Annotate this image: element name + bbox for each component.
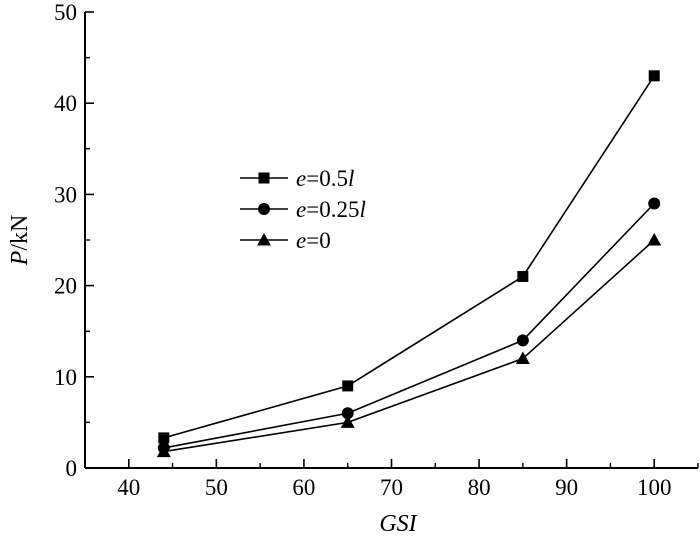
x-tick-label-70: 70 [380,475,403,500]
x-tick-label-90: 90 [555,475,578,500]
y-axis-label: P/kN [7,215,33,267]
legend-label-triangle: e=0 [296,228,331,253]
y-tick-label-0: 0 [66,456,78,481]
y-tick-label-10: 10 [54,365,77,390]
data-point-square-100 [648,70,660,82]
x-tick-label-100: 100 [637,475,672,500]
data-point-square-85 [517,270,529,282]
data-point-triangle-85 [515,351,530,365]
series-line-circle [163,202,655,449]
data-point-circle-65 [341,407,354,420]
y-tick-label-40: 40 [54,91,77,116]
legend-item-circle: e=0.25l [240,197,366,222]
legend-item-square: e=0.5l [240,166,354,191]
x-axis-label: GSI [379,511,417,537]
data-point-square-44 [158,432,170,444]
y-axis-label-unit: /kN [7,215,33,251]
legend-marker-square [258,172,270,184]
data-point-triangle-44 [156,444,171,458]
series-line-triangle [163,239,655,453]
series-square [158,70,660,444]
series-group [156,70,662,458]
y-axis-label-var: P [7,250,33,266]
data-point-circle-100 [648,197,661,210]
ticks: 0 10 20 30 40 50 40 50 60 70 80 90 100 [54,0,699,500]
legend-label-circle: e=0.25l [296,197,366,222]
x-tick-label-60: 60 [292,475,315,500]
legend: e=0.5l e=0.25l e=0 [240,166,366,253]
x-tick-label-50: 50 [205,475,228,500]
legend-label-square: e=0.5l [296,166,354,191]
legend-marker-circle [258,203,270,215]
data-point-square-65 [342,380,354,392]
x-tick-label-40: 40 [117,475,140,500]
data-point-triangle-100 [647,233,662,246]
legend-item-triangle: e=0 [240,228,331,253]
legend-marker-triangle [257,233,271,246]
data-point-circle-85 [516,334,529,347]
y-tick-label-50: 50 [54,0,77,25]
data-point-triangle-65 [340,415,355,428]
series-triangle [156,233,662,458]
x-tick-label-80: 80 [468,475,491,500]
y-tick-label-30: 30 [54,182,77,207]
series-circle [157,197,661,454]
axes [84,12,698,469]
series-line-square [163,75,655,439]
y-tick-label-20: 20 [54,274,77,299]
